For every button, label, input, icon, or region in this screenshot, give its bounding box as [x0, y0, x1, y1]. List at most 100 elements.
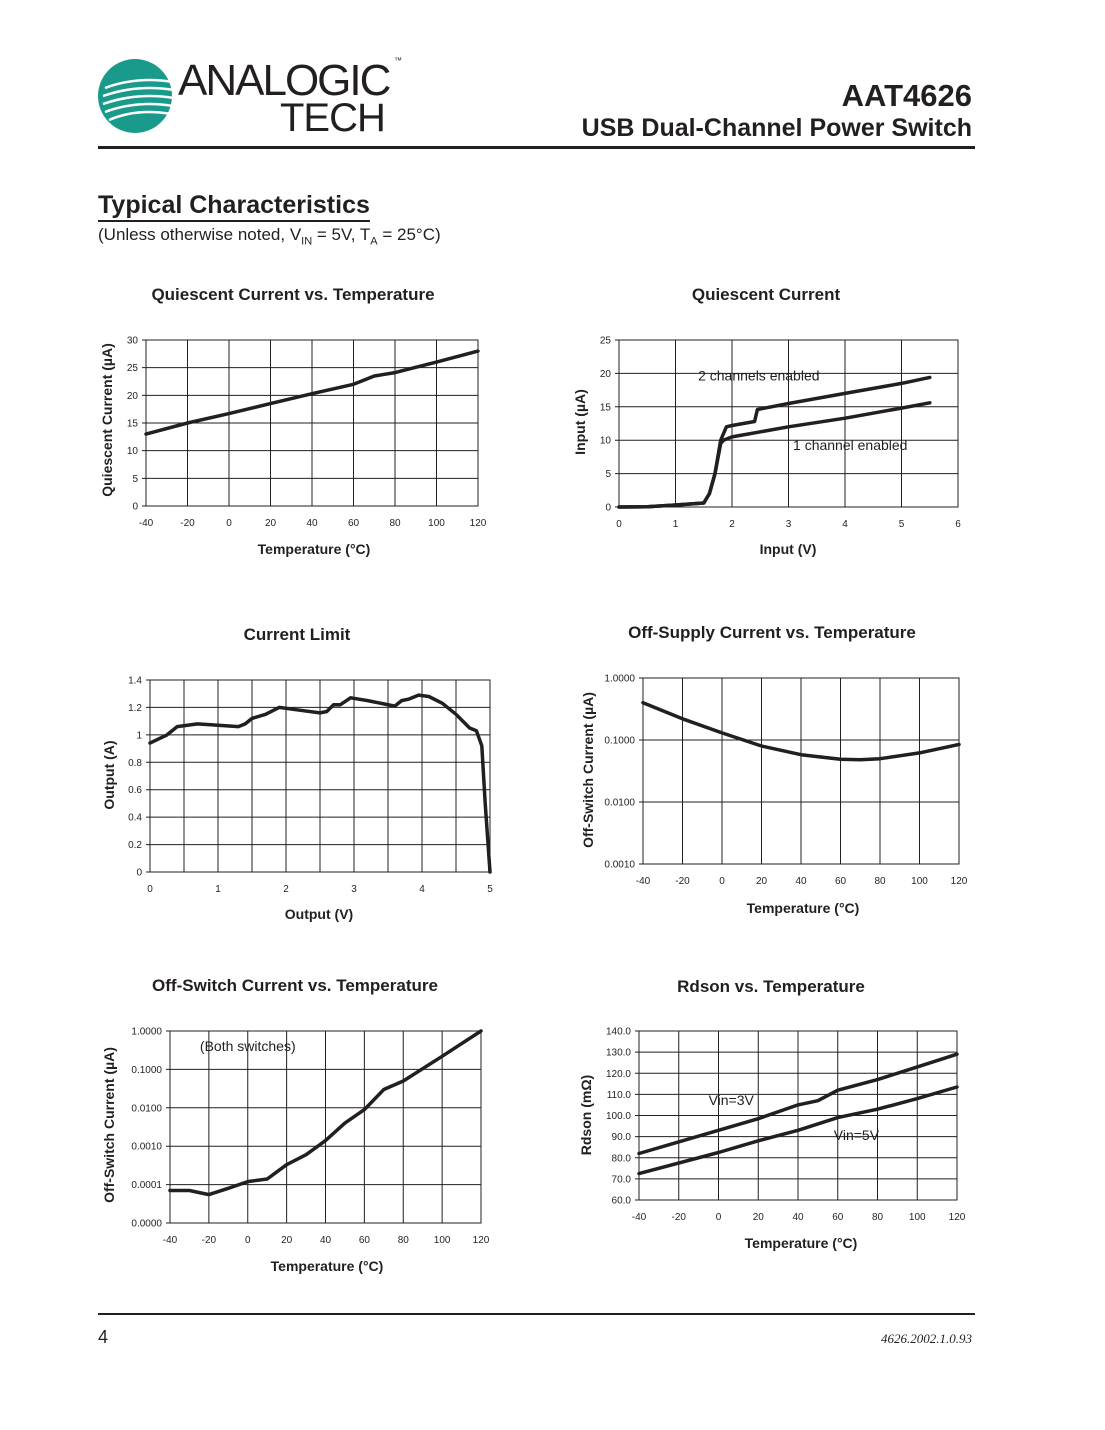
y-tick-label: 20	[127, 391, 139, 402]
chart-4: 0.0010 0.0100 0.1000 1.0000 -40 -20 0 20 40 60 80 1…	[580, 623, 968, 916]
y-tick-label: 1.2	[128, 703, 142, 714]
x-tick-label: 0	[226, 518, 232, 529]
x-axis-label: Input (V)	[760, 541, 817, 557]
y-axis-label: Rdson (mΩ)	[578, 1075, 594, 1155]
chart-5: 0.0000 0.0001 0.0010 0.0100 0.1000 1.0000 -40 -…	[101, 976, 490, 1274]
y-tick-label: 1.0000	[604, 674, 635, 685]
chart-3: 0 0.2 0.4 0.6 0.8 1 1.2 1.4 0 1 2 3 4 5 Current Limit O…	[101, 625, 493, 922]
y-tick-label: 0.8	[128, 758, 142, 769]
annotation: 1 channel enabled	[793, 437, 907, 453]
series-line-1	[641, 700, 961, 762]
chart-title: Quiescent Current	[692, 285, 841, 304]
y-tick-label: 120.0	[606, 1069, 631, 1080]
y-tick-label: 0.1000	[604, 736, 635, 747]
series-line-1	[168, 1029, 483, 1197]
x-tick-label: 20	[265, 518, 277, 529]
x-tick-label: 0	[147, 884, 153, 895]
annotation: Vin=3V	[709, 1092, 755, 1108]
y-tick-label: 110.0	[607, 1090, 632, 1101]
y-tick-label: 80.0	[612, 1153, 632, 1164]
x-tick-label: 40	[795, 876, 807, 887]
y-tick-label: 0.0010	[604, 860, 635, 871]
y-tick-label: 0.0100	[604, 798, 635, 809]
x-tick-label: -40	[636, 876, 651, 887]
subtitle-text: = 25°C)	[377, 225, 441, 244]
y-axis-label: Output (A)	[101, 740, 117, 809]
x-tick-label: 40	[306, 518, 318, 529]
x-tick-label: 0	[716, 1212, 722, 1223]
x-tick-label: -40	[139, 518, 154, 529]
x-tick-label: 20	[756, 876, 768, 887]
x-tick-label: 100	[911, 876, 928, 887]
x-tick-label: 60	[835, 876, 847, 887]
chart-1: 0 5 10 15 20 25 30 -40 -20 0 20 40 60 80 100 120 Quiesce…	[99, 285, 487, 557]
y-tick-label: 130.0	[606, 1048, 631, 1059]
page-number: 4	[98, 1327, 109, 1347]
y-axis-label: Quiescent Current (µA)	[99, 343, 115, 497]
logo-icon	[98, 59, 175, 133]
series-line-1	[637, 1052, 959, 1156]
annotation: (Both switches)	[200, 1038, 296, 1054]
x-tick-label: 2	[729, 519, 735, 530]
x-tick-label: 100	[428, 518, 445, 529]
chart-title: Off-Switch Current vs. Temperature	[152, 976, 438, 995]
part-number: AAT4626	[841, 78, 972, 113]
y-tick-label: 5	[605, 469, 611, 480]
chart-title: Off-Supply Current vs. Temperature	[628, 623, 916, 642]
x-tick-label: 0	[719, 876, 725, 887]
x-tick-label: 60	[359, 1235, 371, 1246]
y-tick-label: 90.0	[612, 1132, 632, 1143]
x-axis-label: Temperature (°C)	[258, 541, 371, 557]
y-tick-label: 0.0000	[131, 1219, 162, 1230]
x-tick-label: 100	[434, 1235, 451, 1246]
subtitle-text: = 5V, T	[312, 225, 371, 244]
x-tick-label: -40	[163, 1235, 178, 1246]
y-tick-label: 0.2	[128, 840, 142, 851]
x-tick-label: 20	[281, 1235, 293, 1246]
x-tick-label: 2	[283, 884, 289, 895]
chart-title: Quiescent Current vs. Temperature	[151, 285, 434, 304]
series-line-1	[148, 693, 492, 874]
y-tick-label: 15	[127, 419, 139, 430]
x-tick-label: 40	[320, 1235, 332, 1246]
y-tick-label: 25	[600, 336, 612, 347]
logo-wordmark-line2: TECH	[280, 96, 386, 140]
y-axis-label: Input (µA)	[572, 389, 588, 455]
series-line-2	[617, 401, 932, 509]
x-axis-label: Temperature (°C)	[747, 900, 860, 916]
y-tick-label: 30	[127, 336, 139, 347]
annotation: Vin=5V	[834, 1127, 880, 1143]
series-line-2	[637, 1085, 959, 1176]
subtitle-sub-a: A	[370, 235, 378, 248]
x-tick-label: 6	[955, 519, 961, 530]
chart-title: Current Limit	[244, 625, 351, 644]
y-tick-label: 0	[605, 503, 611, 514]
y-tick-label: 0.0001	[131, 1180, 162, 1191]
x-tick-label: 100	[909, 1212, 926, 1223]
y-tick-label: 140.0	[606, 1027, 631, 1038]
trademark-mark: ™	[394, 56, 402, 65]
y-tick-label: 10	[600, 436, 612, 447]
header-divider	[98, 146, 975, 149]
chart-2: 0 5 10 15 20 25 0 1 2 3 4 5 6 2 channels enabled 1 cha…	[572, 285, 961, 557]
y-tick-label: 0.0100	[131, 1103, 162, 1114]
y-tick-label: 15	[600, 402, 612, 413]
x-axis-label: Temperature (°C)	[271, 1258, 384, 1274]
x-tick-label: -20	[672, 1212, 687, 1223]
product-name: USB Dual-Channel Power Switch	[581, 114, 972, 142]
x-tick-label: -40	[632, 1212, 647, 1223]
document-number: 4626.2002.1.0.93	[881, 1331, 972, 1346]
x-tick-label: 120	[470, 518, 487, 529]
subtitle-text: (Unless otherwise noted, V	[98, 225, 302, 244]
x-tick-label: 3	[351, 884, 357, 895]
y-axis-label: Off-Switch Current (µA)	[101, 1047, 117, 1203]
y-tick-label: 5	[132, 474, 138, 485]
x-tick-label: 80	[874, 876, 886, 887]
x-tick-label: -20	[202, 1235, 217, 1246]
chart-6: 60.0 70.0 80.0 90.0 100.0 110.0 120.0 130.0 140.…	[578, 977, 966, 1251]
x-tick-label: 1	[215, 884, 221, 895]
y-tick-label: 0.4	[128, 813, 142, 824]
annotation: 2 channels enabled	[698, 368, 819, 384]
x-tick-label: 60	[348, 518, 360, 529]
y-tick-label: 0	[136, 868, 142, 879]
